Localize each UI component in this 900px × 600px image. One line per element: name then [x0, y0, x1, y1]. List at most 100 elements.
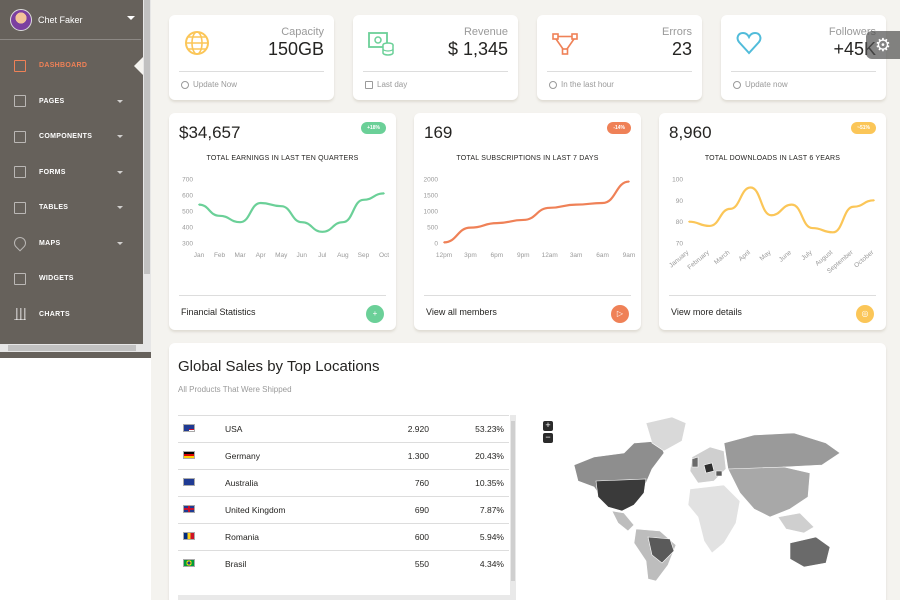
flag-cell — [178, 523, 225, 551]
data-point — [443, 241, 445, 244]
stat-footer[interactable]: In the last hour — [549, 80, 614, 89]
sidebar-item-dashboard[interactable]: DASHBOARD — [0, 48, 151, 84]
sidebar-vertical-scrollbar[interactable] — [143, 0, 151, 344]
country-cell: Romania — [225, 523, 344, 551]
country-cell: Germany — [225, 442, 344, 470]
chart-card-value: 169 — [424, 123, 453, 142]
country-cell: United Kingdom — [225, 496, 344, 524]
flag-cell — [178, 442, 225, 470]
y-tick-label: 1500 — [424, 193, 439, 200]
x-tick-label: February — [686, 249, 711, 272]
scrollbar-thumb[interactable] — [8, 345, 136, 351]
scrollbar-thumb[interactable] — [144, 0, 150, 274]
x-tick-label: 3pm — [464, 252, 477, 259]
sidebar: Chet Faker DASHBOARD PAGES COMPONENTS FO… — [0, 0, 151, 358]
au-flag-icon — [183, 478, 195, 486]
data-point — [688, 220, 690, 223]
zoom-in-button[interactable]: + — [543, 421, 553, 431]
sidebar-item-label: FORMS — [39, 168, 66, 176]
table-horizontal-scrollbar[interactable] — [178, 595, 516, 600]
map-region-greenland — [645, 416, 687, 452]
table-row: Germany 1.300 20.43% — [178, 442, 509, 470]
chart-card-footer: View more details — [671, 307, 742, 317]
stat-value: 150GB — [267, 39, 324, 59]
flag-cell — [178, 469, 225, 497]
data-point — [469, 226, 472, 229]
play-button[interactable]: ▷ — [611, 305, 629, 323]
stat-footer[interactable]: Update now — [733, 80, 788, 89]
map-region-russia — [723, 432, 841, 472]
stat-footer[interactable]: Update Now — [181, 80, 237, 89]
clock-icon — [549, 80, 557, 89]
sidebar-nav: DASHBOARD PAGES COMPONENTS FORMS TABLES … — [0, 48, 151, 332]
divider — [547, 71, 692, 72]
zoom-out-button[interactable]: − — [543, 433, 553, 443]
percent-cell: 7.87% — [434, 496, 509, 524]
flag-cell — [178, 496, 225, 524]
card-title: Global Sales by Top Locations — [178, 358, 380, 375]
country-cell: Australia — [225, 469, 344, 497]
y-tick-label: 100 — [672, 177, 683, 184]
data-point — [873, 199, 875, 202]
data-point — [321, 231, 324, 233]
series-line — [198, 192, 385, 233]
data-point — [832, 231, 834, 234]
table-vertical-scrollbar[interactable] — [510, 415, 516, 595]
data-point — [280, 205, 283, 207]
y-tick-label: 80 — [676, 219, 684, 226]
sidebar-item-forms[interactable]: FORMS — [0, 155, 151, 191]
sidebar-item-maps[interactable]: MAPS — [0, 226, 151, 262]
divider — [669, 295, 876, 296]
x-tick-label: 6am — [596, 252, 609, 259]
data-point — [628, 180, 630, 183]
chart-card-value: 8,960 — [669, 123, 712, 142]
stat-footer-text: Update now — [745, 80, 788, 89]
count-cell: 1.300 — [344, 442, 434, 470]
avatar — [10, 8, 32, 31]
sidebar-item-label: PAGES — [39, 97, 65, 105]
chart-card-subscriptions: 169 -14% TOTAL SUBSCRIPTIONS IN LAST 7 D… — [414, 113, 641, 330]
count-cell: 550 — [344, 550, 434, 578]
count-cell: 760 — [344, 469, 434, 497]
y-tick-label: 400 — [182, 225, 193, 232]
user-panel[interactable]: Chet Faker — [0, 0, 141, 40]
data-point — [575, 203, 577, 206]
ruler-icon — [14, 166, 26, 179]
stat-card-errors: Errors 23 In the last hour — [537, 15, 702, 100]
y-tick-label: 90 — [676, 198, 684, 205]
world-map[interactable] — [564, 413, 854, 583]
sidebar-item-label: MAPS — [39, 239, 61, 247]
line-chart: 2000 1500 1000 500 0 12pm 3pm 6pm 9pm 12am 3am 6am 9… — [424, 177, 636, 260]
y-tick-label: 700 — [182, 177, 193, 184]
sidebar-item-widgets[interactable]: WIDGETS — [0, 261, 151, 297]
box-icon — [14, 272, 26, 285]
stat-footer[interactable]: Last day — [365, 80, 407, 89]
y-tick-label: 500 — [427, 225, 438, 232]
paper-icon — [14, 201, 26, 214]
global-sales-card: Global Sales by Top Locations All Produc… — [169, 343, 886, 600]
stat-value: 23 — [671, 39, 692, 59]
map-region-africa — [687, 484, 741, 554]
chevron-down-icon[interactable] — [127, 16, 135, 20]
settings-gear-button[interactable]: ⚙ — [866, 31, 900, 59]
plus-button[interactable]: + — [366, 305, 384, 323]
data-point — [770, 214, 773, 217]
sidebar-item-tables[interactable]: TABLES — [0, 190, 151, 226]
target-button[interactable]: ◎ — [856, 305, 874, 323]
sidebar-item-charts[interactable]: CHARTS — [0, 297, 151, 333]
sidebar-item-pages[interactable]: PAGES — [0, 84, 151, 120]
map-region-southeast-asia — [777, 512, 815, 534]
stat-title: Capacity — [281, 26, 324, 38]
chart-title: TOTAL DOWNLOADS IN LAST 6 YEARS — [704, 155, 841, 162]
x-tick-label: Aug — [337, 252, 349, 259]
sidebar-item-label: DASHBOARD — [39, 62, 88, 70]
x-tick-label: Apr — [256, 252, 267, 259]
sidebar-item-components[interactable]: COMPONENTS — [0, 119, 151, 155]
y-tick-label: 0 — [434, 241, 438, 248]
percent-cell: 10.35% — [434, 469, 509, 497]
x-tick-label: October — [853, 249, 876, 270]
x-tick-label: Sep — [358, 252, 370, 259]
table-row: Brasil 550 4.34% — [178, 550, 509, 578]
sidebar-horizontal-scrollbar[interactable] — [0, 344, 151, 352]
